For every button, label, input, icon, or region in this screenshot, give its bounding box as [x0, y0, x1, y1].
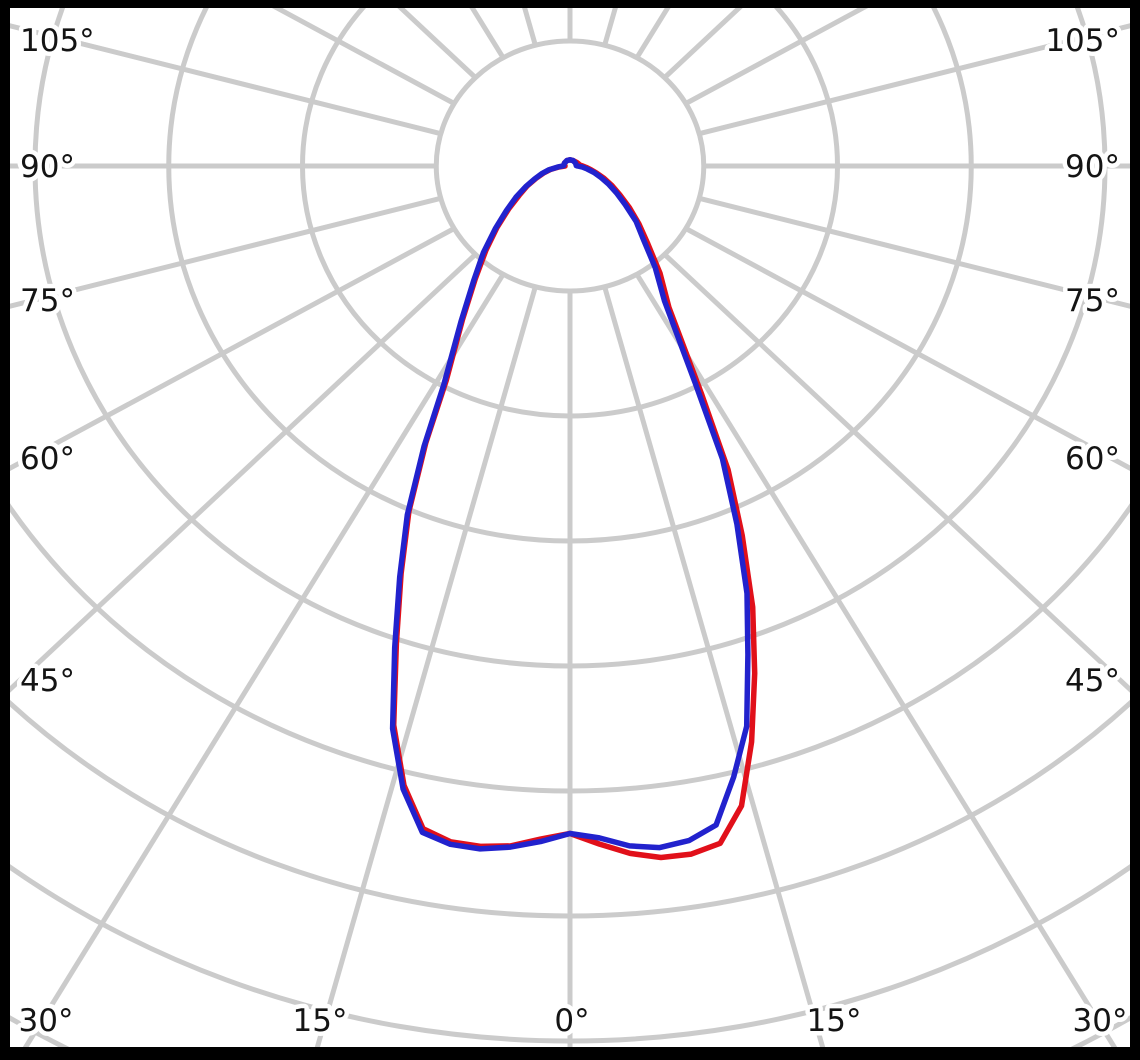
angle-label-bottom-2: 0°: [554, 1003, 589, 1039]
angle-label-right-4: 45°: [1065, 663, 1120, 699]
angle-label-right-1: 90°: [1065, 149, 1120, 185]
angle-label-left-1: 90°: [20, 149, 75, 185]
angle-label-bottom-1: 15°: [293, 1003, 348, 1039]
grid-ray: [684, 226, 1130, 472]
angle-label-right-2: 75°: [1065, 283, 1120, 319]
grid-ray: [10, 23, 442, 137]
angle-label-bottom-3: 15°: [807, 1003, 862, 1039]
angle-label-left-0: 105°: [20, 23, 95, 59]
angle-label-bottom-0: 30°: [19, 1003, 74, 1039]
angle-label-right-0: 105°: [1045, 23, 1120, 59]
grid-ray: [10, 252, 478, 693]
grid-ray: [662, 252, 1130, 693]
angle-label-left-4: 45°: [20, 663, 75, 699]
angle-label-left-3: 60°: [20, 441, 75, 477]
grid-ray: [698, 23, 1130, 137]
grid-ray: [22, 272, 506, 1047]
grid-ray: [10, 226, 456, 472]
grid-ray: [10, 195, 442, 309]
grid-ray: [602, 286, 826, 1047]
series-blue-curve: [389, 157, 751, 852]
angle-label-left-2: 75°: [20, 283, 75, 319]
angle-label-bottom-4: 30°: [1073, 1003, 1128, 1039]
grid-ray: [314, 286, 538, 1047]
angle-label-right-3: 60°: [1065, 441, 1120, 477]
grid-ray: [698, 195, 1130, 309]
grid-ray: [634, 272, 1118, 1047]
